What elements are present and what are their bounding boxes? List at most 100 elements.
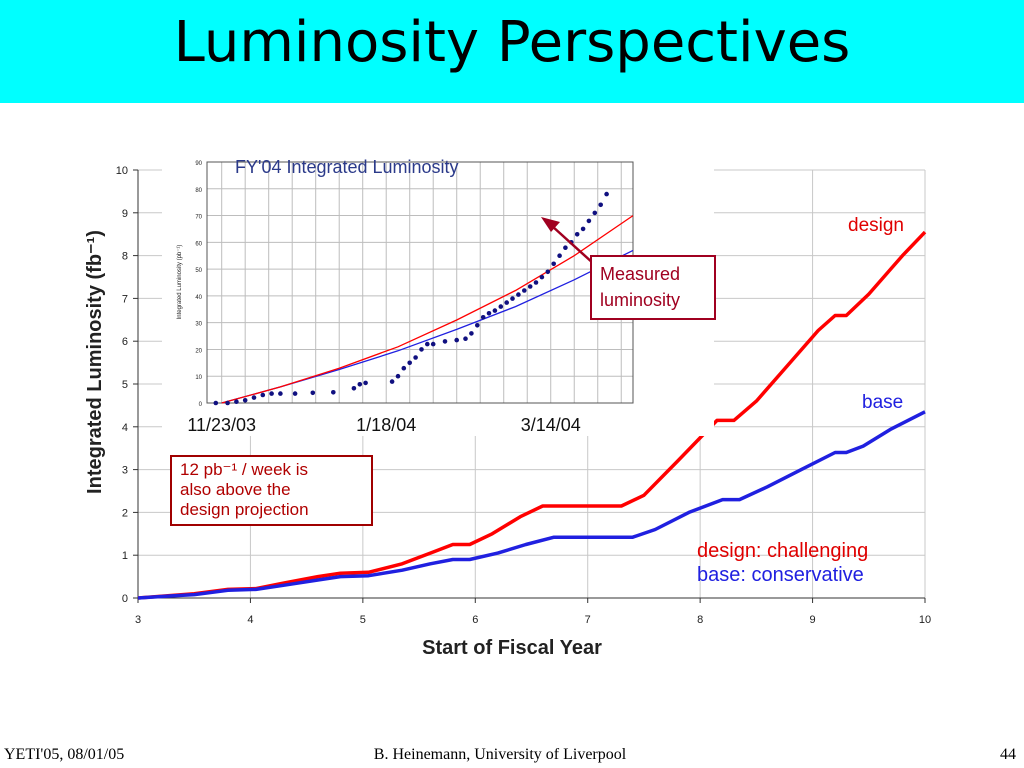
callout-line-2: luminosity: [600, 290, 680, 310]
inset-measured-point: [522, 288, 527, 293]
inset-measured-point: [580, 226, 586, 232]
inset-measured-point: [234, 399, 239, 405]
main-x-tick-label: 6: [472, 614, 478, 626]
inset-measured-point: [592, 210, 598, 216]
main-x-axis-label: Start of Fiscal Year: [422, 637, 602, 659]
inset-measured-point: [413, 355, 418, 360]
main-y-axis-label: Integrated Luminosity (fb⁻¹): [84, 230, 106, 494]
inset-y-tick-label: 40: [195, 295, 202, 301]
design-curve-label: design: [848, 215, 904, 236]
inset-measured-point: [260, 392, 266, 398]
note-box: 12 pb⁻¹ / week is also above the design …: [170, 455, 373, 526]
footer-left: YETI'05, 08/01/05: [4, 746, 125, 763]
inset-measured-point: [225, 400, 230, 406]
inset-title: FY'04 Integrated Luminosity: [235, 157, 459, 177]
inset-measured-point: [357, 382, 363, 387]
legend-design: design: challenging: [697, 540, 868, 562]
inset-measured-point: [389, 379, 395, 384]
title-bar: Luminosity Perspectives: [0, 0, 1024, 103]
main-axes: [133, 169, 926, 603]
inset-y-tick-label: 80: [195, 188, 202, 194]
inset-series: [213, 191, 634, 406]
main-x-tick-label: 5: [360, 614, 366, 626]
inset-measured-point: [527, 284, 533, 289]
main-x-tick-label: 9: [810, 614, 816, 626]
inset-measured-point: [504, 300, 510, 305]
main-x-tick-label: 4: [247, 614, 253, 626]
main-y-tick-label: 2: [122, 507, 128, 519]
inset-design-projection-line: [221, 215, 634, 404]
main-x-tick-label: 8: [697, 614, 703, 626]
inset-y-tick-label: 60: [195, 241, 202, 247]
inset-x-tick-label: 3/14/04: [521, 415, 581, 435]
inset-measured-point: [598, 202, 603, 208]
footer-center: B. Heinemann, University of Liverpool: [373, 746, 627, 763]
inset-measured-point: [351, 386, 357, 391]
page-number: 44: [1000, 746, 1016, 763]
inset-measured-point: [563, 245, 568, 250]
inset-y-tick-label: 30: [195, 322, 202, 328]
inset-x-tick-label: 1/18/04: [356, 415, 416, 435]
inset-measured-point: [407, 360, 413, 366]
note-box-border: [170, 455, 373, 526]
slide-title: Luminosity Perspectives: [173, 10, 851, 75]
inset-measured-point: [533, 280, 539, 285]
inset-measured-point: [480, 315, 486, 320]
main-series: [137, 230, 927, 600]
legend-base: base: conservative: [697, 564, 864, 586]
main-x-tick-label: 3: [135, 614, 141, 626]
main-y-tick-label: 4: [122, 422, 128, 434]
inset-y-tick-label: 20: [195, 348, 202, 354]
main-y-tick-label: 9: [122, 208, 128, 220]
inset-y-tick-label: 90: [195, 161, 202, 167]
main-y-tick-label: 3: [122, 465, 128, 477]
inset-measured-point: [213, 400, 219, 406]
inset-y-tick-label: 70: [195, 215, 202, 221]
inset-chart: 0 10 20 30 40 50 60 70 80 90 11/23/03 1/18/04 3/14/0…: [162, 150, 716, 436]
inset-measured-point: [604, 191, 609, 197]
main-y-tick-label: 5: [122, 379, 128, 391]
main-y-tick-label: 1: [122, 550, 128, 562]
main-y-tick-label: 10: [116, 165, 128, 177]
inset-measured-point: [251, 395, 257, 400]
inset-y-tick-label: 50: [195, 268, 202, 274]
inset-measured-point: [545, 269, 551, 275]
inset-measured-point: [498, 304, 504, 309]
inset-measured-point: [292, 391, 298, 396]
series-line-base: [137, 410, 926, 600]
inset-measured-point: [510, 296, 515, 301]
inset-tick-labels: 0 10 20 30 40 50 60 70 80 90 11/23/03 1/18/04 3/14/0…: [187, 161, 580, 435]
inset-measured-point: [278, 391, 283, 396]
inset-measured-point: [574, 232, 580, 237]
inset-measured-point: [430, 341, 436, 347]
inset-y-tick-label: 10: [195, 375, 202, 381]
main-y-tick-label: 0: [122, 593, 128, 605]
main-y-tick-label: 6: [122, 336, 128, 348]
base-curve-label: base: [862, 392, 903, 413]
main-y-tick-label: 7: [122, 293, 128, 305]
callout: Measured luminosity: [541, 217, 716, 320]
inset-measured-point: [454, 337, 460, 343]
inset-measured-point: [516, 292, 521, 297]
inset-measured-point: [586, 218, 592, 224]
inset-measured-point: [425, 341, 430, 347]
main-tick-labels: 0 1 2 3 4 5 6 7 8 9 10 3 4 5 6 7 8 9 10: [116, 165, 931, 626]
luminosity-chart: 0 1 2 3 4 5 6 7 8 9 10 3 4 5 6 7 8 9 10 Start of Fiscal Ye…: [84, 150, 932, 659]
inset-measured-point: [269, 391, 274, 396]
inset-measured-point: [331, 390, 336, 395]
series-line-design: [137, 230, 927, 600]
inset-y-axis-label: Integrated Luminosity (pb⁻¹): [177, 245, 183, 320]
inset-measured-point: [395, 373, 401, 379]
inset-measured-point: [463, 336, 468, 342]
inset-measured-point: [242, 398, 248, 403]
inset-y-tick-label: 0: [199, 402, 203, 408]
inset-measured-point: [492, 308, 498, 313]
inset-measured-point: [419, 347, 424, 352]
callout-arrow-head: [541, 217, 560, 232]
inset-measured-point: [557, 253, 562, 258]
main-y-tick-label: 8: [122, 251, 128, 263]
note-line-1: 12 pb⁻¹ / week is: [180, 460, 308, 479]
inset-measured-point: [363, 380, 368, 386]
inset-x-tick-label: 11/23/03: [187, 415, 256, 435]
inset-measured-point: [310, 390, 316, 396]
